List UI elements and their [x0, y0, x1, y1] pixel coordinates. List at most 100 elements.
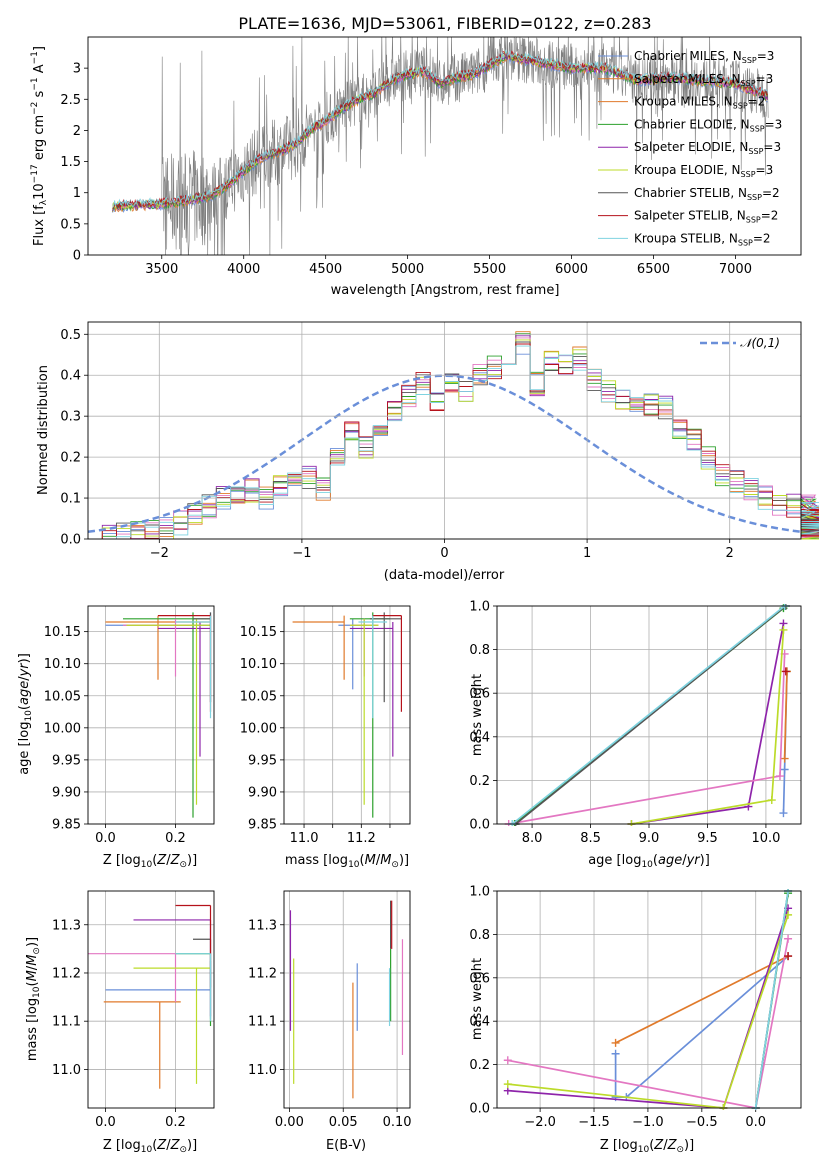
x-tick-label: 5500 — [473, 262, 506, 277]
residual-histogram-step — [88, 333, 819, 540]
y-tick-label: 9.95 — [248, 753, 277, 768]
x-tick-label: 0 — [440, 546, 448, 561]
x-tick-label: 11.2 — [347, 831, 376, 846]
y-tick-label: 10.15 — [240, 625, 277, 640]
mass-weight-marker — [784, 952, 793, 961]
y-tick-label: 0.5 — [60, 217, 81, 232]
residual-axes: −2 −1 0 1 2 0.0 0.1 0.2 0.3 0.4 0.5 — [60, 321, 802, 561]
y-tick-label: 0.4 — [60, 369, 81, 384]
model-spectrum-line — [112, 49, 768, 208]
mass-weight-line — [754, 890, 789, 1109]
x-tick-label: 4000 — [227, 262, 260, 277]
mass-weight-marker — [780, 765, 789, 774]
mass-weight-marker — [611, 1038, 620, 1047]
mass-weight-marker — [780, 754, 789, 763]
y-tick-label: 10.10 — [44, 657, 81, 672]
mass-weight-marker — [784, 910, 793, 919]
mass-weight-marker — [779, 625, 788, 634]
errorbar-group — [289, 900, 404, 1099]
y-tick-label: 10.10 — [240, 657, 277, 672]
x-tick-label: −1.5 — [578, 1115, 610, 1130]
y-tick-label: 0.3 — [60, 410, 81, 425]
y-tick-label: 0.1 — [60, 492, 81, 507]
axes-frame — [87, 36, 802, 256]
x-tick-label: 6500 — [637, 262, 670, 277]
legend-label: Salpeter MILES, NSSP=3 — [634, 72, 773, 88]
age-vs-metallicity-panel: 0.0 0.2 9.85 9.90 9.95 10.00 10.05 10.10 10.15 — [44, 605, 215, 846]
spectrum-xlabel: wavelength [Angstrom, rest frame] — [331, 283, 560, 298]
x-tick-label: −2.0 — [524, 1115, 556, 1130]
y-tick-label: 1 — [73, 186, 81, 201]
legend-label: Kroupa ELODIE, NSSP=3 — [634, 163, 773, 179]
errorbar-group — [292, 612, 403, 818]
x-tick-label: 4500 — [309, 262, 342, 277]
residual-plot-area — [87, 331, 819, 540]
x-tick-label: 3500 — [145, 262, 178, 277]
y-tick-label: 0 — [73, 249, 81, 264]
mass-weight-line — [515, 605, 787, 825]
mw-z-ylabel: mass weight — [470, 958, 485, 1040]
residual-histogram-step — [88, 337, 819, 540]
legend-label: Chabrier MILES, NSSP=3 — [634, 49, 774, 65]
residual-xlabel: (data-model)/error — [384, 568, 505, 583]
mass-weight-marker — [503, 1056, 512, 1065]
mass-vs-metallicity-panel: 0.0 0.2 11.0 11.1 11.2 11.3 — [52, 890, 215, 1130]
y-tick-label: 0.4 — [469, 1015, 490, 1030]
y-tick-label: 10.05 — [240, 689, 277, 704]
mass-weight-marker — [781, 667, 790, 676]
axes-frame — [87, 321, 802, 540]
x-tick-label: 0.0 — [95, 831, 116, 846]
y-tick-label: 11.0 — [52, 1063, 81, 1078]
y-tick-label: 10.00 — [240, 721, 277, 736]
y-tick-label: 10.00 — [44, 721, 81, 736]
axes-frame — [496, 605, 802, 825]
x-tick-label: 11.0 — [290, 831, 319, 846]
spectrum-panel: 3500 4000 4500 5000 5500 6000 6500 7000 0 0.5 1 1.5… — [30, 36, 802, 298]
age-z-ylabel: age [log10(age/yr)] — [17, 653, 34, 775]
y-tick-label: 0.0 — [60, 533, 81, 548]
x-tick-label: 0.10 — [383, 1115, 412, 1130]
massweight-vs-age-panel: 8.0 8.5 9.0 9.5 10.0 0.0 0.2 0.4 0.6 0.8 1.0 — [469, 600, 802, 846]
x-tick-label: 0.2 — [165, 1115, 186, 1130]
mass-vs-ebv-panel: 0.00 0.05 0.10 11.0 11.1 11.2 11.3 — [248, 890, 412, 1130]
residual-legend: 𝒩(0,1) — [700, 336, 780, 350]
y-tick-label: 11.1 — [52, 1015, 81, 1030]
age-mass-xlabel: mass [log10(M/M⊙)] — [285, 853, 409, 870]
model-spectrum-line — [112, 50, 768, 209]
x-tick-label: 8.0 — [522, 831, 543, 846]
y-tick-label: 0.2 — [469, 1058, 490, 1073]
x-tick-label: −1 — [292, 546, 311, 561]
legend-label: Chabrier STELIB, NSSP=2 — [634, 186, 780, 202]
x-tick-label: 0.2 — [165, 831, 186, 846]
x-tick-label: 8.5 — [580, 831, 601, 846]
spectrum-axes: 3500 4000 4500 5000 5500 6000 6500 7000 0 0.5 1 1.5… — [60, 36, 802, 277]
y-tick-label: 0.5 — [60, 328, 81, 343]
y-tick-label: 0.2 — [469, 774, 490, 789]
x-tick-label: 9.0 — [639, 831, 660, 846]
x-tick-label: 0.0 — [745, 1115, 766, 1130]
age-vs-mass-panel: 11.0 11.2 9.85 9.90 9.95 10.00 10.05 10.10 10.15 — [240, 605, 411, 846]
y-tick-label: 1.5 — [60, 155, 81, 170]
residual-ylabel: Normed distribution — [36, 365, 51, 495]
y-tick-label: 0.2 — [60, 451, 81, 466]
x-tick-label: 0.05 — [329, 1115, 358, 1130]
legend-label: Salpeter ELODIE, NSSP=3 — [634, 140, 781, 156]
y-tick-label: 1.0 — [469, 885, 490, 900]
x-tick-label: 1 — [583, 546, 591, 561]
y-tick-label: 9.85 — [52, 818, 81, 833]
y-tick-label: 0.4 — [469, 730, 490, 745]
y-tick-label: 11.2 — [52, 966, 81, 981]
y-tick-label: 1.0 — [469, 600, 490, 615]
y-tick-label: 9.85 — [248, 818, 277, 833]
y-tick-label: 11.2 — [248, 966, 277, 981]
y-tick-label: 9.95 — [52, 753, 81, 768]
legend-label: Kroupa MILES, NSSP=2 — [634, 95, 765, 111]
figure-title: PLATE=1636, MJD=53061, FIBERID=0122, z=0… — [238, 14, 651, 33]
legend-label: Kroupa STELIB, NSSP=2 — [634, 231, 771, 247]
mass-z-xlabel: Z [log10(Z/Z⊙)] — [103, 1138, 197, 1155]
residual-histogram-panel: −2 −1 0 1 2 0.0 0.1 0.2 0.3 0.4 0.5 𝒩(0,1) (data-m… — [36, 321, 819, 583]
axes-frame — [87, 605, 215, 825]
spectrum-legend: Chabrier MILES, NSSP=3 Salpeter MILES, NS… — [598, 49, 782, 247]
y-tick-label: 0.6 — [469, 687, 490, 702]
